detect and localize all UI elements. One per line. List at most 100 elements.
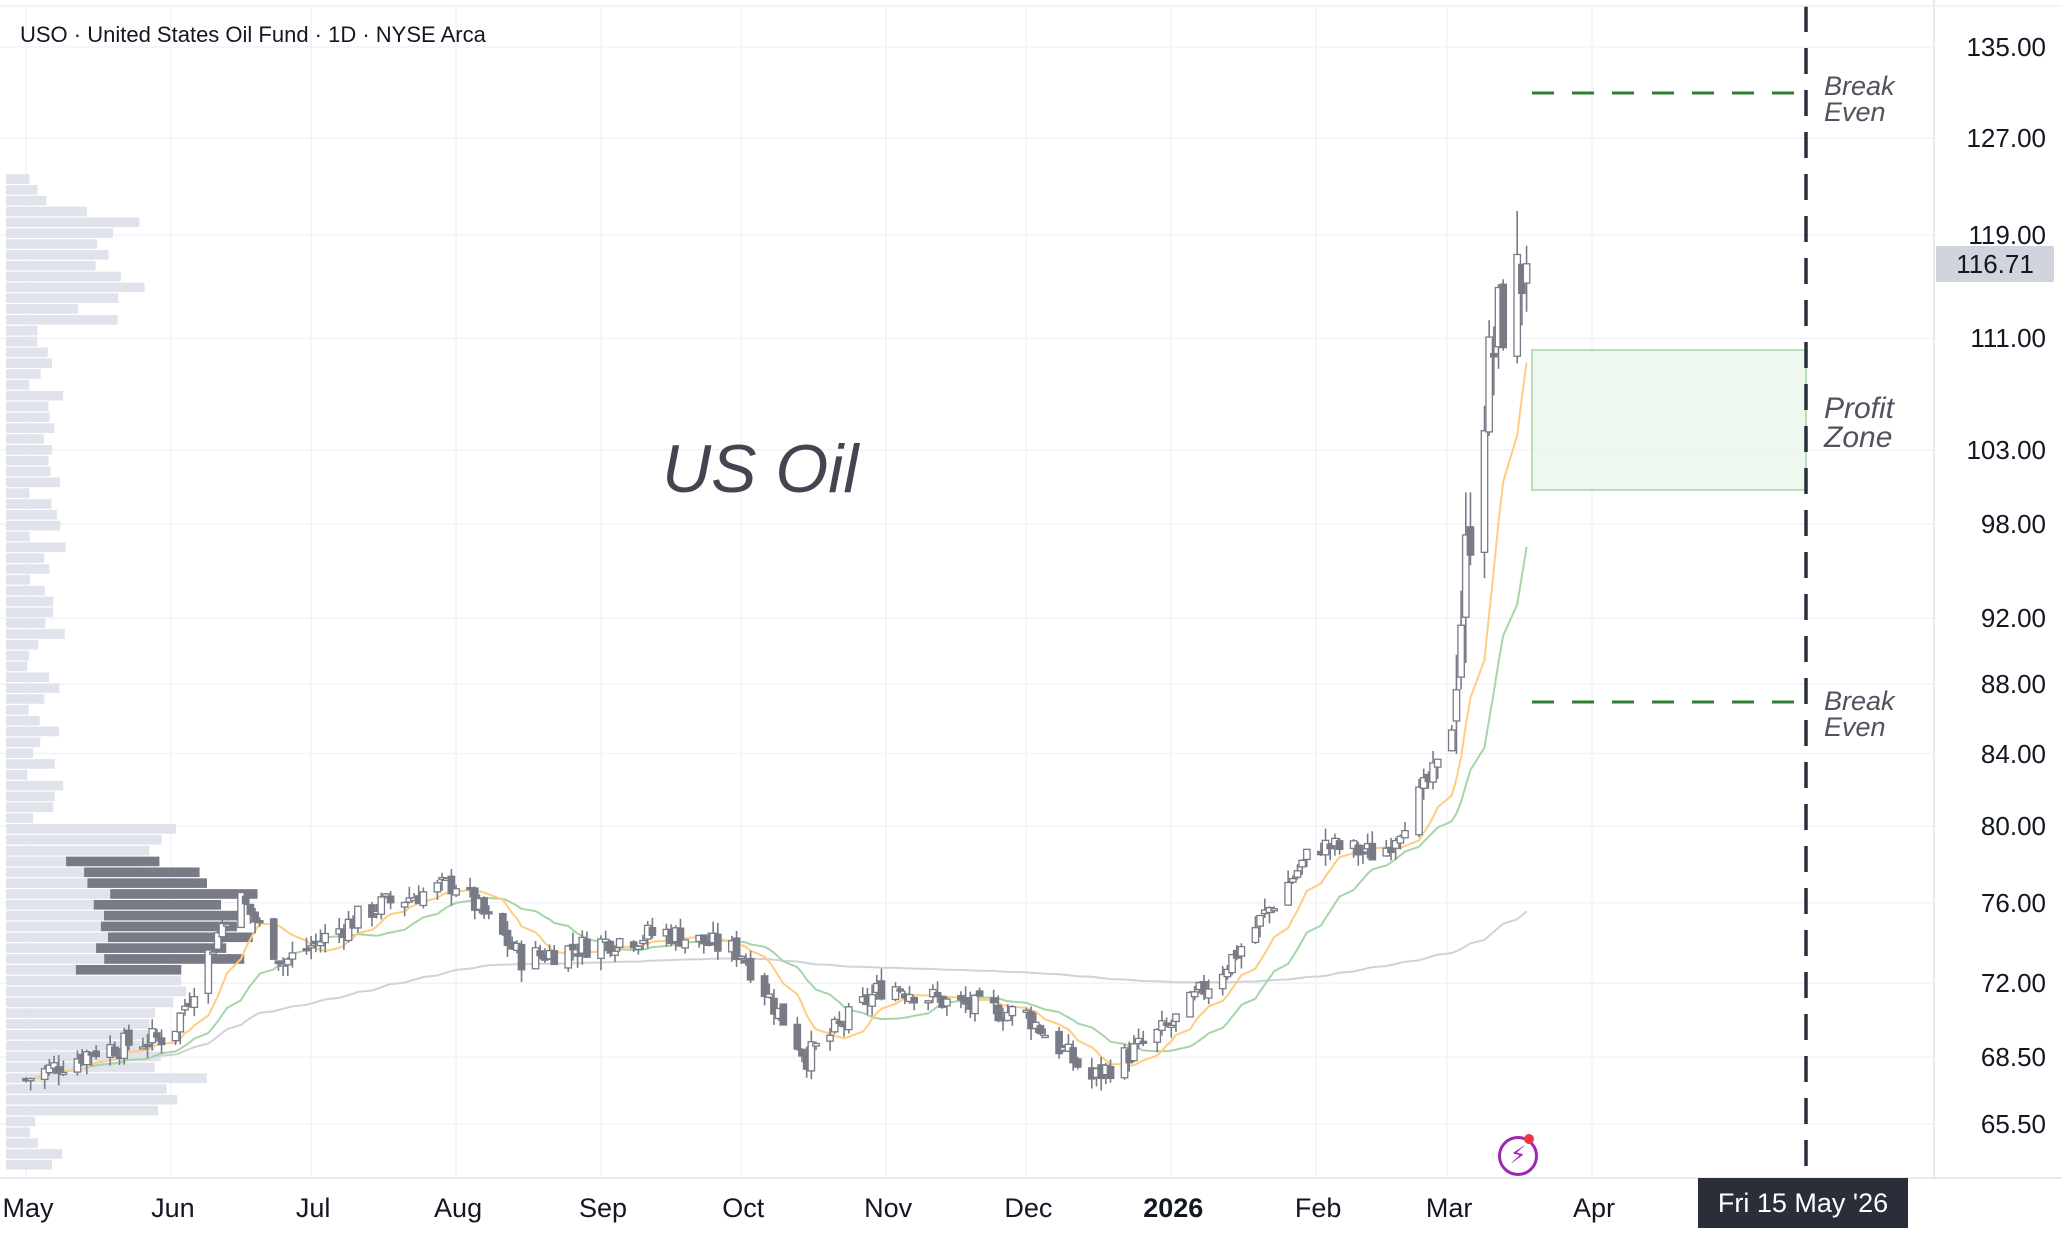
candle-body-66 [452, 888, 460, 896]
candle-body-223 [1485, 336, 1494, 433]
candle-body-37 [269, 918, 278, 960]
volume-profile-bar-47 [6, 650, 30, 661]
profit-zone-label-line2: Zone [1824, 421, 1893, 454]
candle-body-171 [1139, 1040, 1148, 1044]
volume-profile-bar-dark-21 [108, 932, 253, 943]
candle-body-82 [564, 945, 573, 969]
time-tick-label: 2026 [1143, 1193, 1204, 1223]
candle-body-114 [770, 997, 778, 1015]
candle-body-1 [26, 1077, 35, 1082]
candle-body-81 [550, 950, 559, 966]
candle-body-222 [1480, 430, 1489, 553]
candle-body-192 [1284, 881, 1292, 906]
candle-body-160 [1069, 1047, 1077, 1064]
volume-profile-bar-73 [6, 369, 41, 379]
break-even-label-lower[interactable]: Break Even [1824, 688, 1895, 742]
candle-body-72 [498, 913, 507, 935]
lightning-bolt-icon[interactable]: ⚡ [1498, 1136, 1538, 1176]
time-tick-label: Dec [1004, 1193, 1053, 1223]
volume-profile-bar-75 [6, 347, 48, 358]
volume-profile-bar-70 [6, 401, 49, 412]
price-tick-label: 72.00 [1980, 968, 2046, 999]
price-tick-label: 84.00 [1980, 738, 2046, 769]
candle-body-166 [1106, 1065, 1115, 1080]
candle-body-23 [176, 1012, 185, 1033]
candle-body-92 [629, 941, 638, 949]
candle-body-22 [171, 1030, 180, 1042]
candle-body-141 [943, 998, 951, 1007]
candle-body-209 [1391, 839, 1400, 849]
candle-body-151 [1008, 1006, 1017, 1017]
profit-zone-box[interactable] [1531, 349, 1807, 491]
volume-profile-bar-81 [6, 282, 145, 293]
candle-body-4 [50, 1062, 58, 1069]
candle-body-120 [807, 1041, 816, 1072]
candle-body-175 [1167, 1024, 1176, 1028]
candle-body-71 [484, 911, 493, 915]
volume-profile-bar-53 [6, 585, 45, 596]
candle-body-113 [765, 993, 774, 998]
candle-body-176 [1172, 1013, 1180, 1023]
moving-average-fast [25, 362, 1528, 1081]
candle-body-56 [386, 895, 395, 904]
candle-body-32 [237, 891, 245, 929]
volume-profile-bar-63 [6, 477, 61, 488]
volume-profile-bar-30 [6, 834, 162, 845]
candle-body-73 [503, 929, 512, 947]
candle-body-45 [316, 940, 325, 947]
time-tick-label: Jul [295, 1193, 331, 1223]
volume-profile-bar-52 [6, 596, 54, 607]
volume-profile-bar-5 [6, 1105, 159, 1116]
volume-profile-bar-67 [6, 434, 44, 444]
candle-body-146 [975, 990, 984, 997]
candle-body-161 [1073, 1058, 1082, 1068]
time-tick-label: Nov [864, 1193, 913, 1223]
price-tick-label: 76.00 [1980, 887, 2046, 918]
volume-profile-bar-16 [6, 986, 187, 997]
candle-body-194 [1293, 870, 1302, 878]
volume-profile-bar-31 [6, 824, 176, 834]
candle-body-28 [209, 951, 217, 955]
volume-profile-bar-79 [6, 304, 79, 314]
candle-body-87 [597, 938, 605, 960]
candle-body-51 [354, 905, 362, 929]
volume-profile-bar-13 [6, 1019, 150, 1029]
candle-body-34 [246, 903, 255, 915]
volume-profile-bar-29 [6, 845, 150, 856]
price-tick-label: 65.50 [1980, 1109, 2046, 1139]
volume-profile-bar-65 [6, 455, 49, 466]
volume-profile-bar-8 [6, 1073, 207, 1083]
candle-body-77 [531, 947, 540, 970]
symbol-header[interactable]: USO · United States Oil Fund · 1D · NYSE… [20, 22, 486, 47]
candle-body-187 [1251, 927, 1260, 944]
volume-profile [6, 174, 258, 1170]
candle-body-177 [1186, 991, 1194, 1018]
break-even-label-lower-line2: Even [1824, 712, 1886, 742]
candle-body-55 [382, 893, 390, 897]
candle-body-3 [45, 1064, 54, 1074]
chart-text-annotation[interactable]: US Oil [662, 431, 859, 507]
candle-body-78 [536, 950, 545, 957]
candle-body-42 [302, 948, 311, 952]
break-even-label-upper[interactable]: Break Even [1824, 73, 1895, 126]
volume-profile-bar-dark-26 [87, 878, 207, 888]
volume-profile-bar-40 [6, 726, 60, 737]
candle-body-89 [606, 940, 615, 954]
candle-body-180 [1200, 980, 1208, 995]
candle-body-36 [255, 920, 264, 924]
volume-profile-bar-60 [6, 509, 57, 520]
volume-profile-bar-39 [6, 737, 41, 748]
candle-body-195 [1298, 859, 1307, 868]
volume-profile-bar-7 [6, 1084, 167, 1094]
volume-profile-bar-37 [6, 759, 55, 769]
candle-body-57 [400, 901, 409, 908]
candle-body-103 [699, 934, 708, 945]
volume-profile-bar-50 [6, 618, 46, 628]
candle-body-153 [1027, 1011, 1035, 1030]
candle-body-199 [1326, 843, 1335, 850]
candle-body-18 [143, 1043, 152, 1048]
volume-profile-bar-71 [6, 390, 64, 401]
profit-zone-label[interactable]: Profit Zone [1824, 394, 1894, 454]
candle-body-215 [1429, 762, 1437, 783]
